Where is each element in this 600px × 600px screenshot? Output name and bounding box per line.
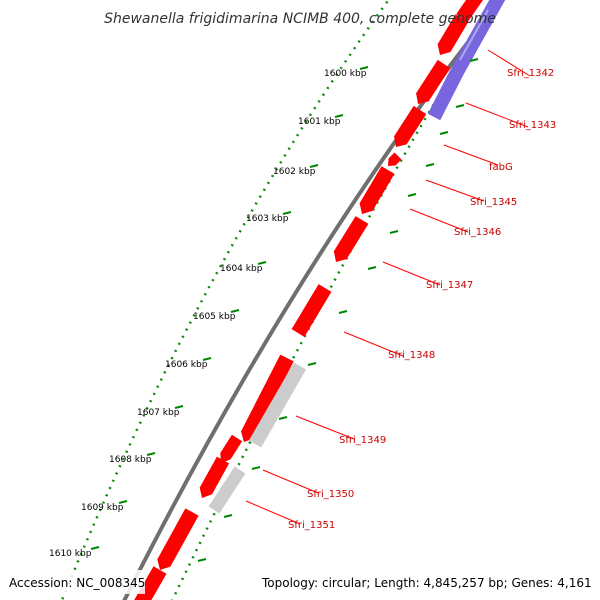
scale-label: 1606 kbp [165,360,208,370]
gene-block [157,508,199,570]
scale-label: 1609 kbp [81,503,124,513]
scale-label: 1605 kbp [193,312,236,322]
gene-label-sfri-1345[interactable]: Sfri_1345 [470,197,517,208]
gene-block [199,456,230,498]
inner-scale-tick [338,310,348,314]
inner-scale-tick [425,163,435,167]
gene-label-sfri-1343[interactable]: Sfri_1343 [509,120,556,131]
gene-block-grey [208,466,246,514]
gene-block-grey [248,362,307,448]
gene-label-sfri-1350[interactable]: Sfri_1350 [307,489,354,500]
gene-block [241,354,294,442]
inner-scale-tick [455,104,465,108]
footer-accession: Accession: NC_008345 [9,576,145,590]
genome-title: Shewanella frigidimarina NCIMB 400, comp… [104,11,496,27]
gene-track [134,0,506,600]
gene-block-blue [450,0,506,76]
scale-tick [146,452,156,456]
inner-scale-tick [197,558,207,562]
gene-block [220,434,243,463]
label-leader [245,500,301,525]
label-leaders [245,49,531,525]
gene-block [291,284,332,337]
label-leader [425,179,485,202]
gene-label-fabg[interactable]: fabG [489,162,513,173]
gene-label-sfri-1351[interactable]: Sfri_1351 [288,520,335,531]
gene-label-sfri-1346[interactable]: Sfri_1346 [454,227,501,238]
inner-scale-tick [407,193,417,197]
scale-label: 1602 kbp [273,167,316,177]
gene-label-sfri-1342[interactable]: Sfri_1342 [507,68,554,79]
scale-tick [230,309,240,313]
scale-label: 1608 kbp [109,455,152,465]
label-leader [262,469,319,494]
gene-block [416,59,451,104]
inner-scale-tick [223,514,233,518]
gene-block [359,166,395,214]
scale-label: 1600 kbp [324,69,367,79]
inner-scale-tick [278,416,288,420]
scale-tick [282,211,292,215]
outer-tick-ring [60,0,390,600]
gene-highlight [459,9,489,61]
gene-label-sfri-1347[interactable]: Sfri_1347 [426,280,473,291]
scale-tick [118,500,128,504]
gene-block [456,0,484,22]
scale-labels: 1600 kbp 1601 kbp 1602 kbp 1603 kbp 1604 kbp… [49,58,479,562]
gene-label-sfri-1349[interactable]: Sfri_1349 [339,435,386,446]
scale-tick [309,164,319,168]
inner-scale-tick [389,230,399,234]
scale-label: 1601 kbp [298,117,341,127]
inner-scale-tick [367,266,377,270]
label-leader [443,144,499,166]
gene-label-sfri-1348[interactable]: Sfri_1348 [388,350,435,361]
gene-block [394,105,427,147]
label-leader [382,261,441,286]
label-leader [465,102,529,128]
scale-tick [359,66,369,70]
scale-label: 1603 kbp [246,214,289,224]
scale-tick [90,546,100,550]
scale-tick [202,357,212,361]
inner-scale-tick [251,466,261,470]
inner-scale-tick [439,131,449,135]
scale-tick [174,405,184,409]
gene-block [388,152,402,166]
label-leader [487,49,531,77]
scale-tick [257,261,267,265]
footer-accession-bg [2,570,145,594]
label-leader [343,331,404,357]
inner-scale-tick [307,362,317,366]
inner-scale-tick [469,58,479,62]
gene-block [437,14,469,55]
scale-tick [334,114,344,118]
scale-label: 1604 kbp [220,264,263,274]
scale-label: 1607 kbp [137,408,180,418]
gene-labels: Sfri_1342 Sfri_1343 fabG Sfri_1345 Sfri_1346… [288,68,556,531]
footer-summary: Topology: circular; Length: 4,845,257 bp… [261,576,592,590]
label-leader [409,208,469,233]
scale-label: 1610 kbp [49,549,92,559]
label-leader [295,415,355,440]
footer-summary-bg [255,570,595,594]
gene-block [333,216,369,262]
gene-block-blue [427,68,464,121]
